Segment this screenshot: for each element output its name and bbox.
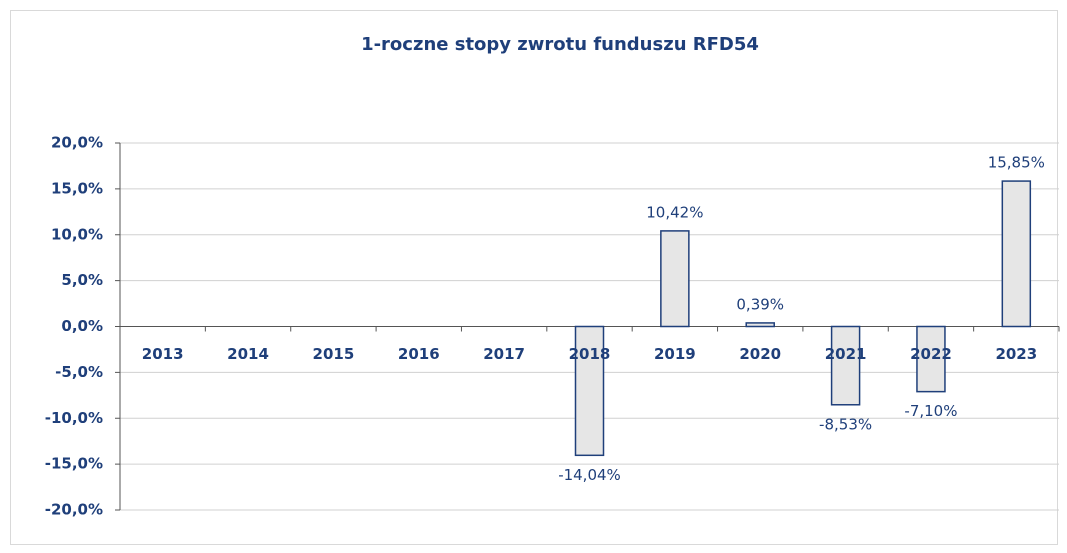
y-tick-label: 20,0% (51, 134, 103, 152)
y-tick-label: 10,0% (51, 225, 103, 243)
bar (574, 325, 605, 457)
y-tick-label: 15,0% (51, 179, 103, 197)
bar (1001, 180, 1032, 328)
data-label: -8,53% (819, 415, 872, 433)
y-tick-label: -10,0% (45, 409, 103, 427)
bar (916, 325, 946, 393)
x-tick-label: 2018 (569, 345, 611, 363)
data-label: 0,39% (736, 295, 784, 313)
y-tick-label: -20,0% (45, 501, 103, 519)
x-tick-label: 2016 (398, 345, 440, 363)
bar (660, 230, 690, 328)
x-tick-label: 2022 (910, 345, 952, 363)
chart-title: 1-roczne stopy zwrotu funduszu RFD54 (361, 34, 759, 55)
x-tick-label: 2013 (142, 345, 184, 363)
data-label: -14,04% (558, 466, 621, 484)
data-label: 15,85% (988, 154, 1045, 172)
x-tick-label: 2015 (313, 345, 355, 363)
chart-frame (10, 10, 1058, 545)
y-tick-label: 0,0% (61, 317, 103, 335)
y-tick-label: -5,0% (55, 363, 103, 381)
y-tick-label: -15,0% (45, 455, 103, 473)
data-label: -7,10% (904, 402, 957, 420)
x-tick-label: 2017 (483, 345, 525, 363)
x-tick-label: 2014 (227, 345, 269, 363)
bar (830, 325, 861, 406)
x-tick-label: 2023 (995, 345, 1037, 363)
x-tick-label: 2021 (825, 345, 867, 363)
x-tick-label: 2020 (739, 345, 781, 363)
bar (745, 322, 775, 328)
y-tick-label: 5,0% (61, 271, 103, 289)
data-label: 10,42% (646, 203, 703, 221)
x-tick-label: 2019 (654, 345, 696, 363)
